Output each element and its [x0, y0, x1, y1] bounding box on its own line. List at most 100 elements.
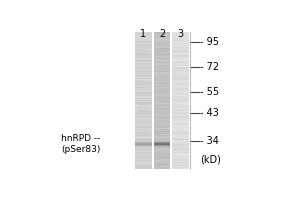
Bar [172, 132, 189, 133]
Bar [135, 56, 152, 57]
Bar [172, 43, 189, 44]
Bar [135, 65, 152, 66]
Bar [135, 74, 152, 75]
Bar [172, 152, 189, 153]
Bar [154, 37, 170, 38]
Bar [172, 69, 189, 70]
Bar [135, 151, 152, 152]
Bar [137, 132, 150, 133]
Bar [172, 160, 189, 161]
Bar [154, 141, 170, 142]
Bar [154, 95, 170, 96]
Bar [172, 60, 189, 61]
Bar [172, 62, 189, 63]
Bar [135, 91, 152, 92]
Bar [135, 145, 152, 146]
Bar [172, 76, 189, 77]
Bar [172, 63, 189, 64]
Bar [135, 77, 152, 78]
Bar [154, 38, 170, 39]
Bar [172, 127, 189, 128]
Bar [135, 84, 152, 85]
Bar [154, 45, 170, 46]
Bar [135, 81, 150, 82]
Bar [172, 33, 189, 34]
Bar [154, 100, 170, 101]
Bar [154, 165, 170, 166]
Bar [135, 46, 152, 47]
Bar [172, 109, 189, 110]
Bar [135, 69, 152, 70]
Bar [172, 108, 189, 109]
Bar [154, 107, 170, 108]
Bar [172, 73, 189, 74]
Bar [154, 65, 170, 66]
Bar [135, 95, 152, 96]
Bar [154, 124, 170, 125]
Bar [135, 100, 152, 101]
Bar [172, 100, 189, 101]
Bar [135, 138, 152, 139]
Bar [135, 32, 152, 33]
Bar [158, 37, 163, 38]
Bar [154, 62, 170, 63]
Bar [154, 138, 170, 139]
Bar [154, 105, 170, 106]
Text: 3: 3 [177, 29, 184, 39]
Bar [135, 70, 152, 71]
Bar [135, 99, 152, 100]
Bar [175, 92, 184, 93]
Bar [172, 85, 189, 86]
Bar [135, 47, 152, 48]
Bar [172, 112, 189, 113]
Bar [172, 145, 189, 146]
Bar [135, 140, 152, 141]
Bar [172, 123, 189, 124]
Bar [172, 83, 189, 84]
Bar [172, 59, 189, 60]
Bar [172, 103, 189, 104]
Bar [172, 101, 189, 102]
Bar [172, 37, 189, 38]
Bar [135, 139, 152, 140]
Bar [135, 118, 149, 119]
Bar [135, 136, 152, 137]
Bar [135, 89, 152, 90]
Bar [154, 130, 170, 131]
Bar [172, 165, 189, 166]
Bar [172, 168, 189, 169]
Bar [135, 135, 152, 136]
Bar [135, 127, 152, 128]
Bar [135, 121, 152, 122]
Bar [154, 133, 170, 134]
Bar [154, 129, 170, 130]
Bar [172, 105, 189, 106]
Bar [135, 161, 152, 162]
Bar [172, 125, 189, 126]
Bar [154, 121, 170, 122]
Bar [172, 114, 189, 115]
Bar [135, 110, 152, 111]
Bar [135, 73, 152, 74]
Bar [135, 85, 152, 86]
Bar [176, 101, 184, 102]
Bar [172, 75, 189, 76]
Bar [154, 134, 170, 135]
Bar [154, 54, 170, 55]
Bar [135, 148, 152, 149]
Bar [154, 56, 170, 57]
Bar [172, 79, 189, 80]
Bar [135, 57, 152, 58]
Bar [137, 139, 150, 140]
Bar [172, 130, 189, 131]
Bar [154, 50, 170, 51]
Bar [135, 93, 152, 94]
Bar [172, 136, 189, 137]
Bar [172, 58, 189, 59]
Bar [154, 161, 170, 162]
Bar [154, 80, 170, 81]
Bar [135, 117, 152, 118]
Bar [154, 151, 170, 152]
Bar [135, 61, 152, 62]
Bar [172, 153, 189, 154]
